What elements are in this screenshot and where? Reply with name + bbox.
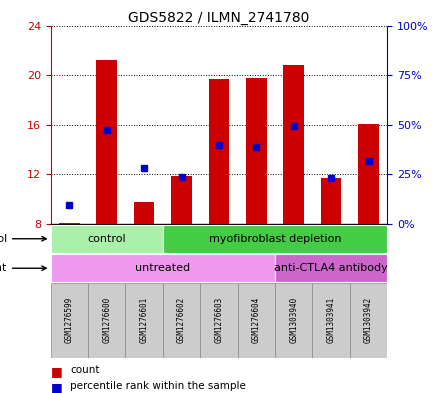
Bar — [125, 283, 163, 358]
Bar — [209, 79, 229, 224]
Text: GSM1276599: GSM1276599 — [65, 297, 74, 343]
Text: percentile rank within the sample: percentile rank within the sample — [70, 381, 246, 391]
Title: GDS5822 / ILMN_2741780: GDS5822 / ILMN_2741780 — [128, 11, 310, 24]
Bar — [163, 283, 200, 358]
Bar — [275, 254, 387, 282]
Bar — [358, 123, 379, 224]
Bar — [96, 60, 117, 224]
Bar — [171, 176, 192, 224]
Bar — [200, 283, 238, 358]
Text: ■: ■ — [51, 381, 62, 393]
Text: anti-CTLA4 antibody: anti-CTLA4 antibody — [274, 263, 388, 273]
Text: GSM1276604: GSM1276604 — [252, 297, 261, 343]
Bar — [134, 202, 154, 224]
Text: untreated: untreated — [135, 263, 191, 273]
Bar — [312, 283, 350, 358]
Text: GSM1276602: GSM1276602 — [177, 297, 186, 343]
Bar — [51, 225, 163, 253]
Bar — [238, 283, 275, 358]
Bar — [246, 78, 267, 224]
Text: control: control — [88, 234, 126, 244]
Text: GSM1303941: GSM1303941 — [326, 297, 336, 343]
Text: GSM1276600: GSM1276600 — [102, 297, 111, 343]
Text: myofibroblast depletion: myofibroblast depletion — [209, 234, 341, 244]
Text: ■: ■ — [51, 365, 62, 378]
Bar — [88, 283, 125, 358]
Text: GSM1303940: GSM1303940 — [289, 297, 298, 343]
Bar — [59, 223, 80, 224]
Bar — [321, 178, 341, 224]
Text: protocol: protocol — [0, 234, 46, 244]
Bar — [350, 283, 387, 358]
Text: GSM1276603: GSM1276603 — [214, 297, 224, 343]
Text: agent: agent — [0, 263, 46, 273]
Bar — [163, 225, 387, 253]
Text: count: count — [70, 365, 100, 375]
Text: GSM1276601: GSM1276601 — [139, 297, 149, 343]
Bar — [51, 254, 275, 282]
Bar — [275, 283, 312, 358]
Bar — [51, 283, 88, 358]
Text: GSM1303942: GSM1303942 — [364, 297, 373, 343]
Bar — [283, 65, 304, 224]
